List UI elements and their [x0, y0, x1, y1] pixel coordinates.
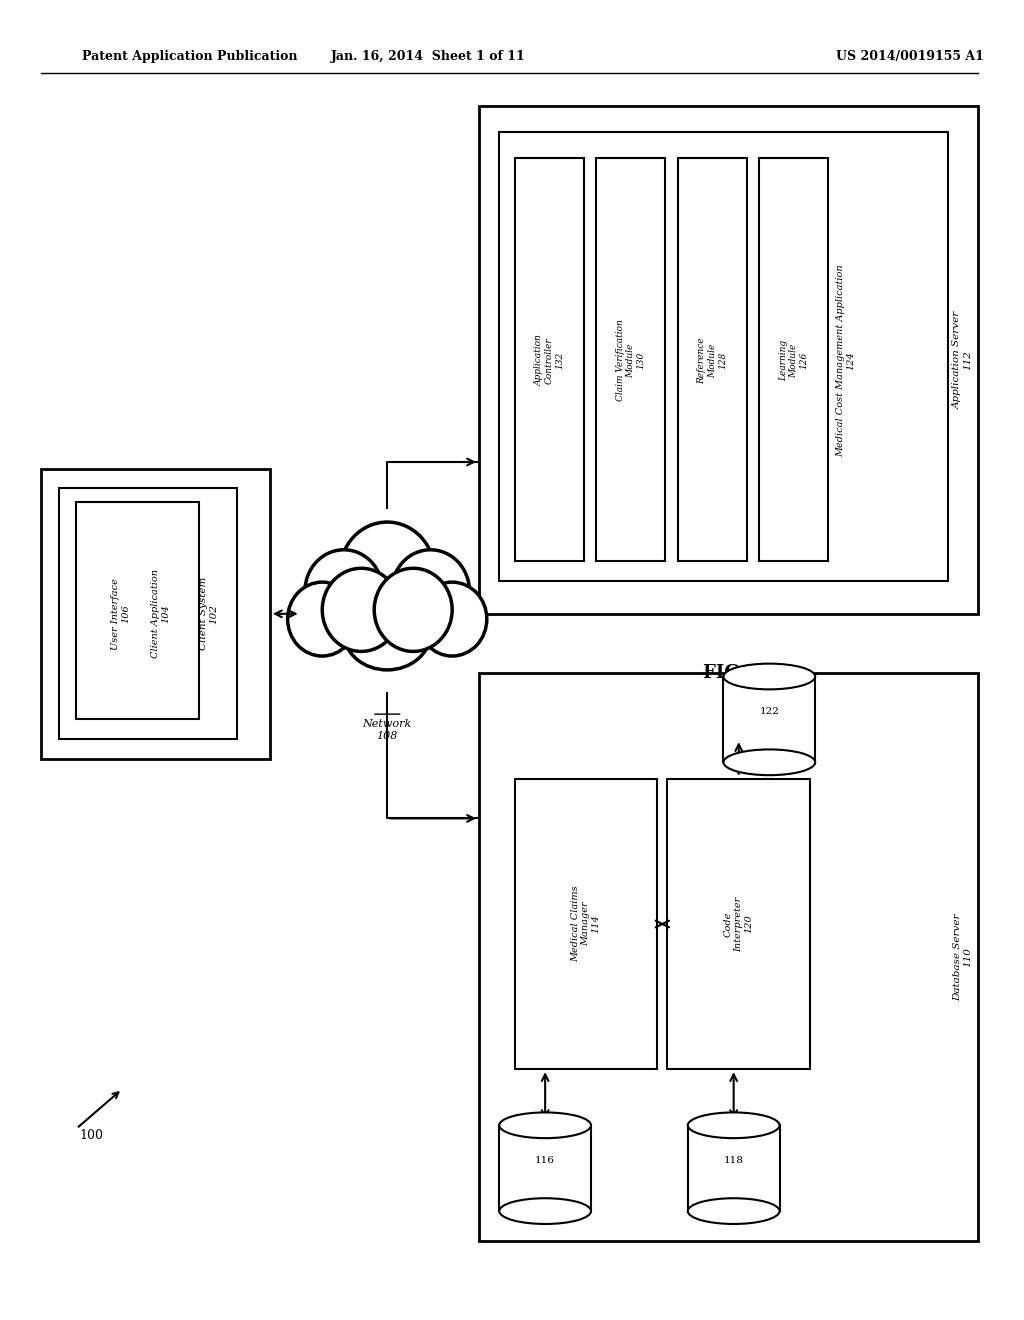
Text: 100: 100	[80, 1129, 103, 1142]
Text: Code
Interpreter
120: Code Interpreter 120	[724, 896, 754, 952]
FancyBboxPatch shape	[724, 676, 815, 763]
Ellipse shape	[688, 1199, 779, 1224]
Text: FIG. 1: FIG. 1	[703, 664, 764, 682]
Ellipse shape	[391, 549, 469, 634]
Text: 116: 116	[536, 1156, 555, 1164]
FancyBboxPatch shape	[688, 1125, 779, 1212]
Ellipse shape	[724, 664, 815, 689]
FancyBboxPatch shape	[515, 158, 584, 561]
Text: Learning
Module
126: Learning Module 126	[779, 339, 809, 381]
Ellipse shape	[374, 568, 453, 651]
Ellipse shape	[288, 582, 357, 656]
Text: Client System
102: Client System 102	[200, 577, 218, 651]
Ellipse shape	[418, 582, 486, 656]
Ellipse shape	[323, 568, 400, 651]
FancyBboxPatch shape	[77, 502, 199, 719]
FancyBboxPatch shape	[678, 158, 746, 561]
Text: Application
Controller
132: Application Controller 132	[535, 334, 564, 387]
Text: Medical Claims
Manager
114: Medical Claims Manager 114	[571, 886, 601, 962]
FancyBboxPatch shape	[759, 158, 828, 561]
Ellipse shape	[344, 595, 430, 671]
Ellipse shape	[688, 1113, 779, 1138]
FancyBboxPatch shape	[41, 469, 270, 759]
Ellipse shape	[500, 1113, 591, 1138]
Ellipse shape	[500, 1199, 591, 1224]
Ellipse shape	[305, 549, 383, 634]
Text: Claim Verification
Module
130: Claim Verification Module 130	[615, 319, 646, 401]
Text: Application Server
112: Application Server 112	[953, 312, 973, 409]
FancyBboxPatch shape	[500, 132, 947, 581]
Ellipse shape	[724, 750, 815, 775]
FancyBboxPatch shape	[479, 106, 978, 614]
Text: Patent Application Publication: Patent Application Publication	[82, 50, 297, 63]
Text: Medical Cost Management Application
124: Medical Cost Management Application 124	[836, 264, 855, 457]
FancyBboxPatch shape	[596, 158, 666, 561]
FancyBboxPatch shape	[500, 1125, 591, 1212]
Text: Database Server
110: Database Server 110	[953, 913, 973, 1001]
Text: Network
108: Network 108	[362, 719, 412, 741]
Text: US 2014/0019155 A1: US 2014/0019155 A1	[836, 50, 983, 63]
FancyBboxPatch shape	[59, 488, 238, 739]
Text: Client Application
104: Client Application 104	[152, 569, 171, 659]
Text: User Interface
106: User Interface 106	[111, 578, 130, 649]
Text: Reference
Module
128: Reference Module 128	[697, 337, 727, 384]
FancyBboxPatch shape	[515, 779, 657, 1069]
Text: Jan. 16, 2014  Sheet 1 of 11: Jan. 16, 2014 Sheet 1 of 11	[331, 50, 525, 63]
Ellipse shape	[340, 521, 435, 623]
Text: 118: 118	[724, 1156, 743, 1164]
FancyBboxPatch shape	[668, 779, 810, 1069]
FancyBboxPatch shape	[479, 673, 978, 1241]
Text: 122: 122	[760, 708, 779, 715]
